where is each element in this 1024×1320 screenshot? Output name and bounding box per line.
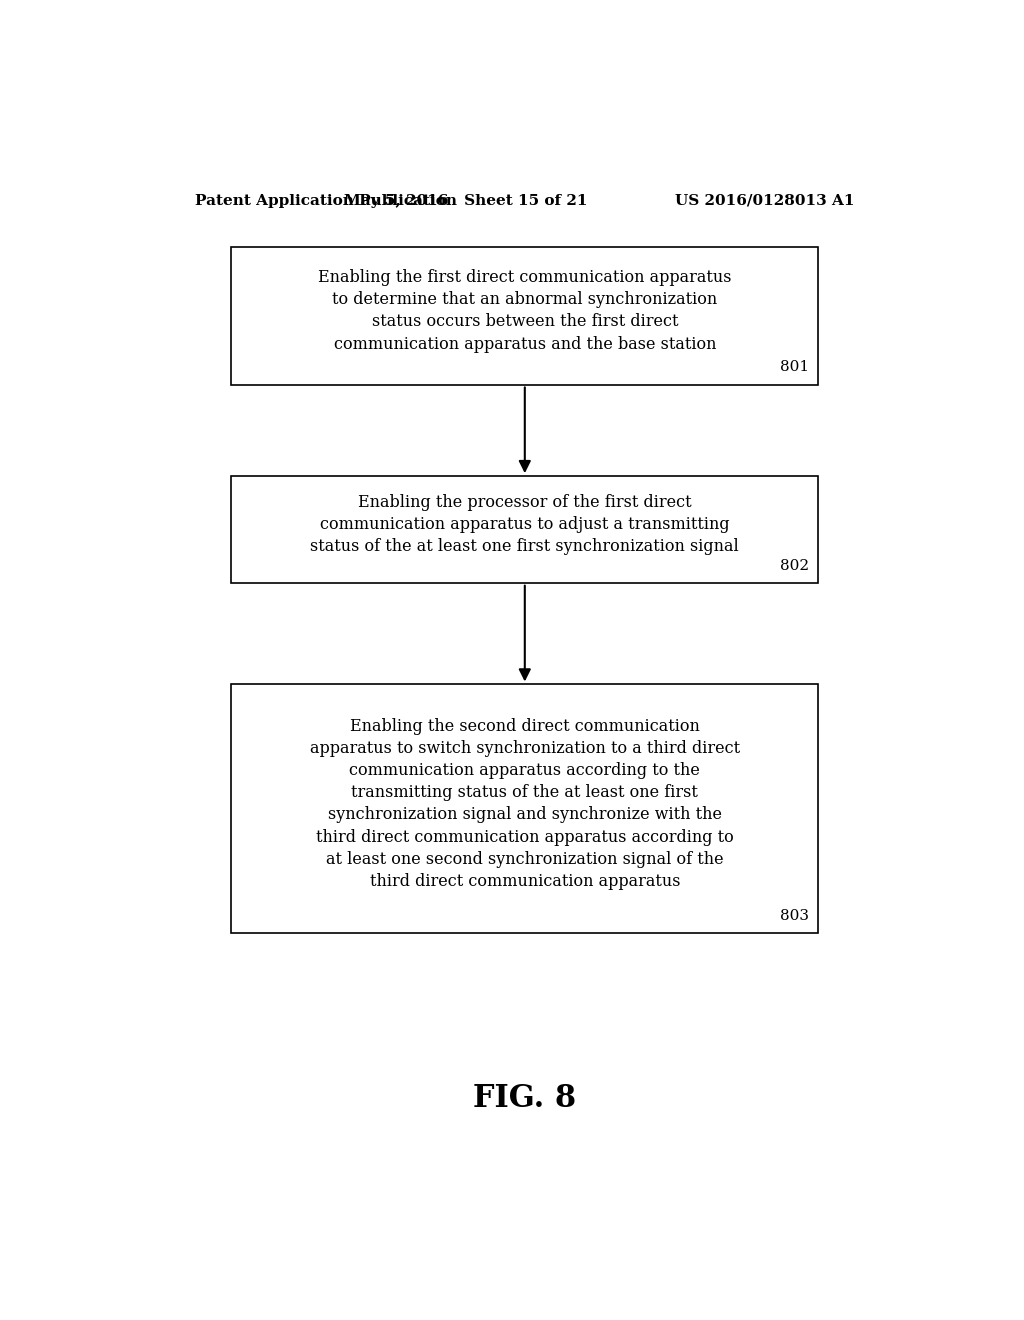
Text: US 2016/0128013 A1: US 2016/0128013 A1 <box>675 194 854 209</box>
Text: FIG. 8: FIG. 8 <box>473 1084 577 1114</box>
FancyBboxPatch shape <box>231 247 818 384</box>
Text: 802: 802 <box>780 558 809 573</box>
Text: 803: 803 <box>780 909 809 923</box>
Text: Enabling the processor of the first direct
communication apparatus to adjust a t: Enabling the processor of the first dire… <box>310 494 739 554</box>
Text: May 5, 2016   Sheet 15 of 21: May 5, 2016 Sheet 15 of 21 <box>343 194 587 209</box>
Text: Enabling the first direct communication apparatus
to determine that an abnormal : Enabling the first direct communication … <box>318 269 731 352</box>
Text: 801: 801 <box>780 360 809 375</box>
Text: Enabling the second direct communication
apparatus to switch synchronization to : Enabling the second direct communication… <box>309 718 740 890</box>
FancyBboxPatch shape <box>231 684 818 933</box>
FancyBboxPatch shape <box>231 477 818 582</box>
Text: Patent Application Publication: Patent Application Publication <box>196 194 458 209</box>
